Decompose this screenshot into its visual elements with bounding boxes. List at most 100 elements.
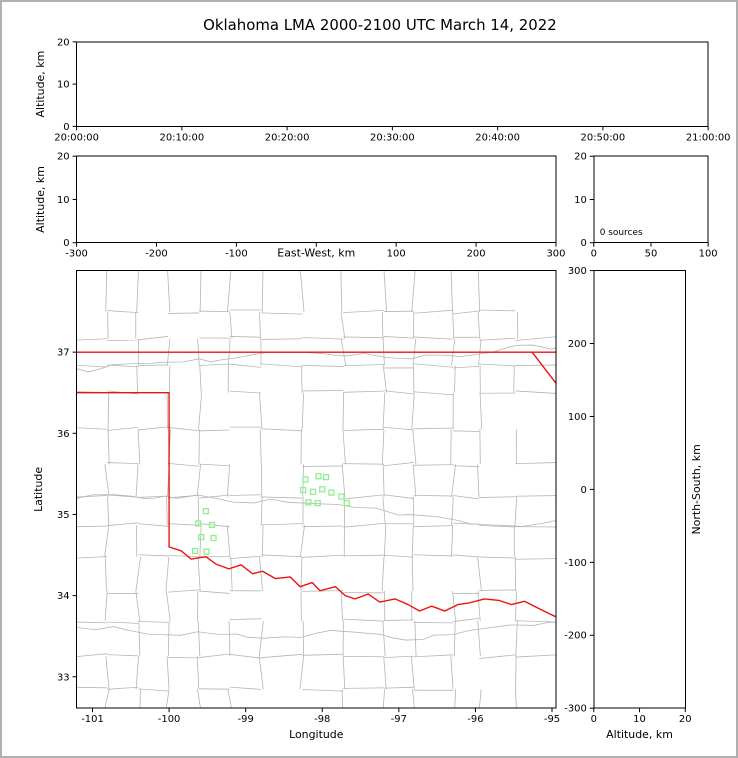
state-borders: [76, 351, 556, 618]
county-line: [199, 525, 202, 557]
tick-label: 10: [57, 195, 70, 206]
county-line: [261, 554, 303, 558]
county-line: [340, 312, 346, 339]
ew-height-ylabel: Altitude, km: [34, 166, 47, 233]
county-line: [107, 462, 139, 465]
lma-station-marker: [305, 499, 312, 506]
county-line: [76, 525, 108, 528]
county-line: [479, 556, 516, 559]
county-line: [479, 525, 516, 528]
county-line: [342, 392, 345, 430]
tick-label: -95: [544, 714, 560, 725]
county-line: [165, 689, 170, 709]
county-line: [302, 590, 344, 592]
county-line: [412, 689, 415, 709]
county-line: [229, 312, 233, 339]
county-line: [343, 428, 385, 431]
river-line: [76, 621, 556, 641]
tick-label: -99: [238, 714, 254, 725]
county-line: [451, 525, 454, 557]
county-line: [259, 312, 261, 339]
county-line: [413, 363, 454, 368]
county-line: [381, 556, 385, 592]
county-line: [453, 495, 480, 500]
lma-station-marker: [343, 499, 350, 507]
county-line: [168, 589, 200, 593]
county-line: [227, 689, 232, 709]
county-line: [107, 621, 139, 624]
county-line: [104, 591, 108, 621]
county-line: [479, 363, 516, 367]
county-line: [515, 620, 556, 623]
county-line: [199, 463, 230, 467]
county-line: [411, 525, 414, 557]
county-line: [382, 464, 385, 497]
county-line: [104, 689, 110, 709]
county-line: [343, 494, 385, 500]
county-line: [261, 338, 303, 340]
county-line: [302, 465, 344, 467]
county-line: [451, 496, 454, 526]
county-line: [382, 620, 386, 657]
county-line: [384, 426, 414, 431]
tick-label: 0: [591, 249, 597, 260]
county-line: [166, 656, 170, 690]
county-line: [168, 427, 200, 432]
county-line: [384, 336, 414, 339]
county-line: [454, 689, 457, 709]
county-line: [453, 554, 480, 558]
county-line: [479, 392, 483, 430]
county-line: [413, 554, 454, 557]
county-line: [412, 429, 417, 465]
county-line: [196, 656, 200, 690]
county-line: [197, 689, 201, 709]
county-line: [453, 430, 480, 432]
county-line: [383, 270, 388, 313]
lma-station-marker: [300, 486, 307, 494]
county-line: [107, 496, 110, 526]
tick-label: -98: [314, 714, 330, 725]
county-line: [515, 390, 556, 394]
tick-label: -200: [145, 249, 168, 260]
county-line: [340, 591, 343, 621]
county-line: [229, 494, 262, 496]
county-line: [229, 390, 262, 394]
county-line: [453, 365, 480, 369]
county-line: [299, 656, 305, 690]
tick-label: 100: [568, 412, 587, 423]
state-border-line: [168, 546, 556, 618]
lma-station-marker: [338, 493, 345, 500]
state-border-line: [76, 392, 170, 548]
county-line: [515, 495, 556, 497]
county-line: [342, 656, 346, 690]
river-line: [76, 344, 556, 373]
county-line: [343, 554, 385, 557]
county-line: [477, 270, 481, 313]
lma-station-marker: [192, 547, 199, 555]
county-line: [167, 620, 170, 657]
county-line: [261, 523, 303, 526]
county-line: [138, 364, 169, 366]
county-line: [199, 363, 230, 366]
county-line: [107, 654, 139, 657]
county-line: [229, 555, 262, 560]
tick-label: 20: [574, 152, 587, 163]
county-line: [107, 686, 139, 690]
county-line: [384, 619, 414, 621]
tick-label: 50: [645, 249, 658, 260]
county-line: [299, 525, 305, 557]
county-line: [199, 590, 230, 594]
county-line: [261, 428, 303, 432]
county-line: [343, 523, 385, 528]
county-line: [227, 270, 232, 313]
tick-label: 0: [63, 238, 69, 249]
plan-view-map-content: [76, 270, 556, 709]
map-xlabel: Longitude: [289, 728, 344, 741]
county-line: [199, 310, 230, 313]
county-line: [76, 427, 108, 430]
county-line: [299, 270, 305, 313]
county-line: [515, 654, 556, 658]
ns-height-xlabel: Altitude, km: [606, 728, 673, 741]
tick-label: -96: [467, 714, 483, 725]
county-line: [341, 689, 344, 709]
